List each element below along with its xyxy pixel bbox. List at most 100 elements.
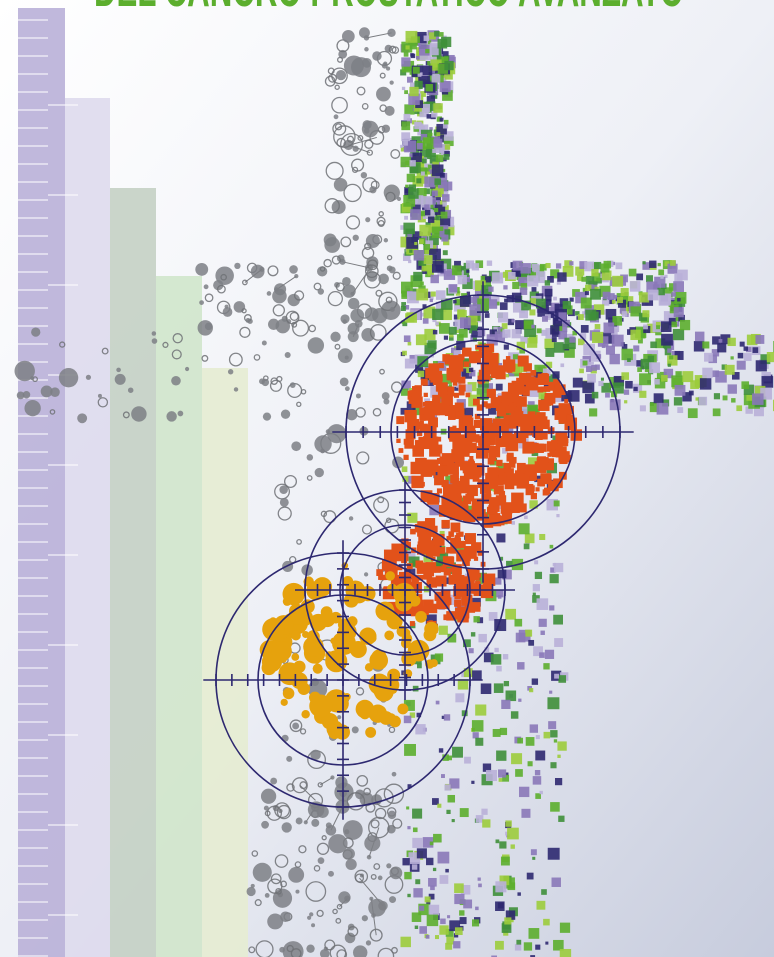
cell bbox=[503, 462, 512, 471]
pixel bbox=[542, 315, 548, 322]
pixel bbox=[435, 559, 447, 572]
pixel bbox=[430, 59, 442, 71]
atom bbox=[374, 807, 387, 820]
pixel bbox=[590, 288, 601, 300]
pixel bbox=[643, 353, 652, 363]
pixel bbox=[580, 325, 589, 333]
pixel bbox=[438, 32, 444, 37]
cell bbox=[451, 449, 465, 463]
pixel bbox=[519, 347, 526, 354]
pixel bbox=[521, 300, 532, 311]
atom bbox=[286, 755, 293, 762]
pixel bbox=[469, 297, 477, 304]
pixel bbox=[712, 370, 720, 378]
atom bbox=[248, 946, 256, 954]
pixel bbox=[542, 368, 551, 377]
pixel bbox=[402, 858, 410, 866]
pixel bbox=[406, 550, 416, 560]
cell bbox=[564, 454, 571, 461]
pixel bbox=[505, 772, 509, 776]
pixel bbox=[424, 209, 431, 216]
pixel bbox=[562, 301, 572, 310]
atom bbox=[294, 861, 302, 868]
pixel bbox=[415, 879, 421, 885]
pixel bbox=[583, 343, 595, 356]
pixel bbox=[449, 920, 461, 932]
cell bbox=[448, 371, 458, 381]
atom bbox=[350, 291, 355, 296]
atom bbox=[350, 308, 365, 323]
pixel bbox=[512, 354, 519, 360]
cell bbox=[534, 461, 547, 473]
pixel bbox=[737, 352, 744, 359]
pixel bbox=[431, 226, 444, 238]
atom bbox=[246, 886, 256, 897]
cell bbox=[487, 457, 495, 465]
pixel bbox=[505, 608, 517, 620]
pixel bbox=[589, 408, 598, 417]
cell bbox=[464, 533, 476, 545]
atom bbox=[355, 393, 361, 399]
cell bbox=[455, 607, 467, 620]
cell bbox=[454, 599, 462, 607]
pixel bbox=[702, 341, 710, 349]
atom bbox=[385, 296, 393, 304]
atom bbox=[280, 911, 291, 923]
pixel bbox=[441, 146, 450, 156]
pixel bbox=[418, 45, 430, 56]
atom bbox=[369, 896, 374, 901]
pixel bbox=[485, 769, 497, 782]
atom bbox=[381, 124, 390, 133]
pixel bbox=[654, 276, 666, 288]
atom bbox=[283, 474, 298, 489]
cell bbox=[458, 376, 466, 384]
pixel bbox=[727, 384, 737, 394]
pixel bbox=[431, 260, 444, 273]
cell bbox=[487, 356, 498, 367]
pixel bbox=[558, 330, 568, 340]
cell bbox=[480, 434, 493, 446]
pixel bbox=[412, 197, 419, 204]
pixel bbox=[755, 335, 765, 344]
cell bbox=[452, 472, 459, 479]
pixel bbox=[471, 326, 483, 338]
crosshairs bbox=[203, 281, 634, 820]
pixel bbox=[445, 942, 453, 950]
cell bbox=[490, 365, 504, 379]
cell bbox=[543, 474, 552, 483]
bar bbox=[65, 98, 110, 957]
cell bbox=[306, 630, 320, 643]
pixel bbox=[724, 364, 735, 375]
atom bbox=[296, 401, 302, 408]
pixel bbox=[557, 741, 567, 751]
pixel bbox=[478, 633, 487, 643]
atom bbox=[292, 722, 300, 730]
pixel bbox=[535, 750, 546, 761]
cell bbox=[489, 497, 499, 506]
pixel bbox=[636, 273, 644, 281]
pixel bbox=[580, 297, 592, 309]
pixel bbox=[505, 831, 509, 836]
pixel bbox=[596, 354, 602, 359]
pixel bbox=[436, 552, 449, 564]
cell bbox=[521, 424, 532, 436]
pixel bbox=[448, 326, 457, 335]
atom bbox=[328, 870, 334, 877]
pixel bbox=[438, 200, 447, 209]
atom bbox=[327, 67, 335, 75]
atom bbox=[389, 896, 397, 904]
pixel bbox=[434, 204, 446, 215]
atom bbox=[227, 369, 234, 375]
pixel bbox=[609, 353, 620, 365]
pixel bbox=[407, 512, 418, 523]
pixel bbox=[507, 827, 519, 840]
cell bbox=[543, 487, 551, 495]
pixel bbox=[410, 53, 414, 57]
pixel bbox=[547, 311, 555, 319]
atom bbox=[171, 375, 181, 386]
pixel bbox=[657, 262, 661, 267]
pixel bbox=[429, 155, 439, 164]
pixel bbox=[561, 391, 572, 402]
cell bbox=[530, 493, 537, 500]
